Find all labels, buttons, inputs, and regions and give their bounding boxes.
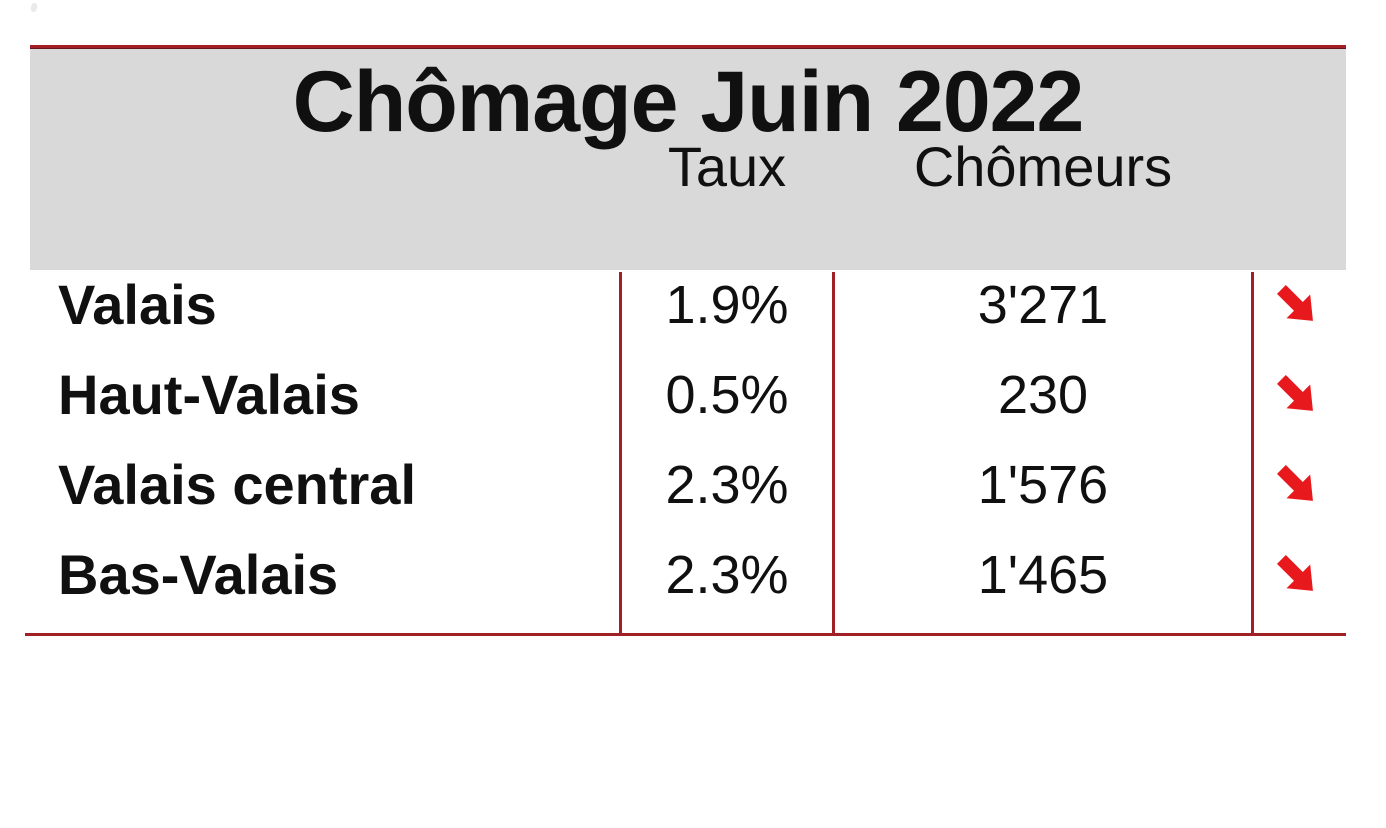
table-top-border <box>30 45 1346 49</box>
column-divider-3 <box>1251 272 1254 634</box>
chomeurs-value: 1'465 <box>977 545 1109 605</box>
taux-value: 0.5% <box>665 365 789 425</box>
trend-down-southeast-arrow-icon <box>1272 282 1322 328</box>
table-bottom-border <box>25 633 1346 636</box>
corner-artifact-mark <box>30 2 38 13</box>
table-title: Chômage Juin 2022 <box>292 54 1085 150</box>
chomeurs-value: 1'576 <box>977 455 1109 515</box>
column-divider-1 <box>619 272 622 634</box>
trend-down-southeast-arrow-icon <box>1272 462 1322 508</box>
table-row: Haut-Valais 0.5% 230 <box>30 350 1346 440</box>
chomeurs-value: 230 <box>997 365 1089 425</box>
table-row: Valais 1.9% 3'271 <box>30 260 1346 350</box>
trend-down-southeast-arrow-icon <box>1272 372 1322 418</box>
chomeurs-value: 3'271 <box>977 275 1109 335</box>
table-header: Chômage Juin 2022 Taux Chômeurs <box>30 49 1346 270</box>
table-row: Valais central 2.3% 1'576 <box>30 440 1346 530</box>
column-header-chomeurs: Chômeurs <box>913 135 1173 198</box>
taux-value: 1.9% <box>665 275 789 335</box>
column-divider-2 <box>832 272 835 634</box>
taux-value: 2.3% <box>665 455 789 515</box>
region-label: Haut-Valais <box>58 363 360 426</box>
column-header-taux: Taux <box>667 135 787 198</box>
table-row: Bas-Valais 2.3% 1'465 <box>30 530 1346 620</box>
trend-down-southeast-arrow-icon <box>1272 552 1322 598</box>
taux-value: 2.3% <box>665 545 789 605</box>
region-label: Valais <box>58 273 217 336</box>
region-label: Valais central <box>58 453 417 516</box>
region-label: Bas-Valais <box>58 543 339 606</box>
